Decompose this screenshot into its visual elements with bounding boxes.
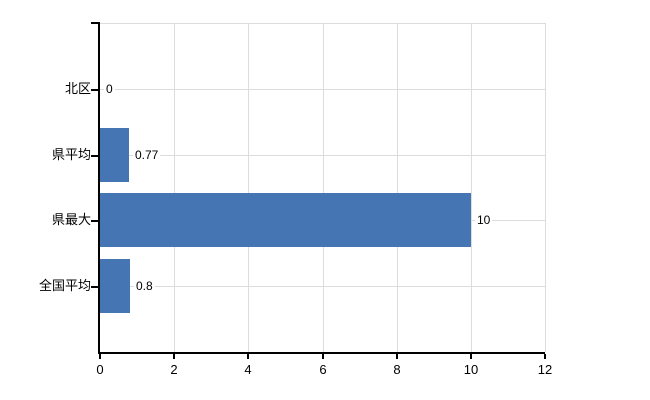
x-axis-tick [544, 354, 546, 359]
y-axis [98, 23, 100, 354]
x-axis-tick [470, 354, 472, 359]
gridline-vertical [323, 23, 324, 352]
gridline-horizontal [100, 286, 545, 287]
x-axis-tick [396, 354, 398, 359]
category-label: 県最大 [51, 212, 91, 227]
x-axis-tick [247, 354, 249, 359]
bar [100, 259, 130, 313]
gridline-vertical [397, 23, 398, 352]
y-axis-tick [91, 220, 98, 222]
gridline-vertical [174, 23, 175, 352]
y-axis-tick [91, 89, 98, 91]
bar-value-label: 0.8 [134, 279, 155, 293]
x-tick-label: 12 [537, 362, 553, 377]
x-axis-tick [322, 354, 324, 359]
gridline-horizontal [100, 89, 545, 90]
x-axis-tick [99, 354, 101, 359]
gridline-horizontal [100, 155, 545, 156]
x-axis [98, 352, 545, 354]
bar [100, 128, 129, 182]
x-tick-label: 6 [319, 362, 327, 377]
x-tick-label: 10 [463, 362, 479, 377]
y-axis-tick [91, 286, 98, 288]
x-tick-label: 8 [393, 362, 401, 377]
bar-value-label: 10 [475, 213, 493, 227]
category-label: 北区 [64, 81, 91, 96]
gridline-vertical [471, 23, 472, 352]
y-axis-tick [91, 155, 98, 157]
x-tick-label: 2 [170, 362, 178, 377]
bar-value-label: 0.77 [133, 148, 161, 162]
bar-value-label: 0 [104, 82, 115, 96]
bar [100, 193, 471, 247]
gridline-vertical [545, 23, 546, 352]
category-label: 全国平均 [38, 278, 91, 293]
x-tick-label: 0 [96, 362, 104, 377]
x-axis-tick [173, 354, 175, 359]
gridline-vertical [248, 23, 249, 352]
gridline-horizontal-top [100, 23, 545, 24]
category-label: 県平均 [51, 147, 91, 162]
y-axis-tick [91, 22, 100, 24]
x-tick-label: 4 [244, 362, 252, 377]
